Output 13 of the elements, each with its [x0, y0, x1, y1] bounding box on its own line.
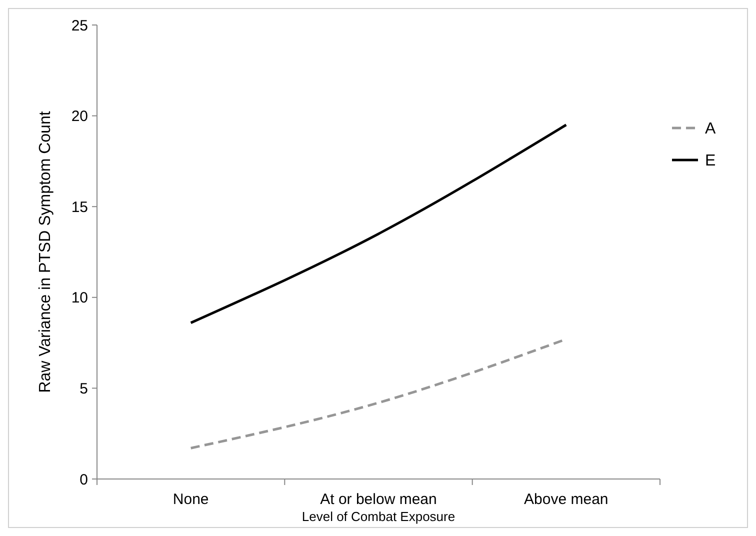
x-tick-label: Above mean — [524, 491, 608, 508]
legend-label: E — [705, 152, 716, 170]
y-tick-label: 25 — [71, 17, 88, 34]
legend-label: A — [705, 120, 716, 138]
y-tick-label: 20 — [71, 108, 88, 126]
y-tick-label: 5 — [80, 380, 88, 398]
y-axis-title: Raw Variance in PTSD Symptom Count — [37, 110, 54, 393]
x-axis-title: Level of Combat Exposure — [302, 509, 456, 524]
y-tick-label: 0 — [80, 471, 88, 488]
x-tick-label: None — [172, 491, 209, 508]
y-tick-label: 10 — [71, 290, 88, 307]
x-tick-label: At or below mean — [320, 491, 437, 508]
y-tick-label: 15 — [71, 198, 88, 216]
